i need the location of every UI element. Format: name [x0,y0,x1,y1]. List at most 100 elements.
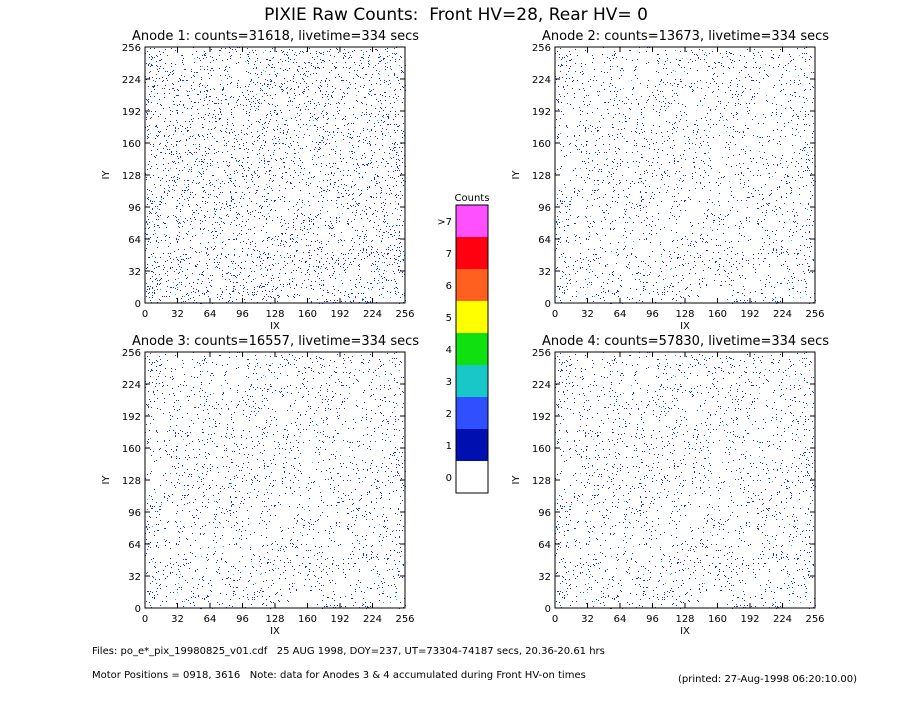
y-tick-label: 96 [538,508,551,519]
x-tick-label: 192 [330,614,349,625]
colorbar-label: 6 [446,281,452,292]
colorbar-label: 2 [446,409,452,420]
x-tick-label: 64 [204,309,217,320]
footer-line: (printed: 27-Aug-1998 06:20:10.00) [678,674,857,685]
x-tick-label: 224 [773,309,792,320]
colorbar-label: 4 [446,345,452,356]
x-tick-label: 128 [675,614,694,625]
x-tick-label: 128 [265,614,284,625]
colorbar-label: >7 [437,217,452,228]
count-texture [555,352,816,609]
x-axis-label: IX [270,321,280,332]
y-tick-label: 256 [122,43,141,54]
y-tick-label: 32 [128,267,141,278]
x-tick-label: 0 [142,614,148,625]
y-tick-label: 0 [545,299,551,310]
y-tick-label: 160 [532,139,551,150]
y-tick-label: 128 [532,171,551,182]
x-tick-label: 160 [708,614,727,625]
y-axis-label: IY [511,475,522,485]
y-tick-label: 64 [538,540,551,551]
x-tick-label: 256 [805,309,824,320]
colorbar-swatch [456,237,488,269]
count-texture [145,352,406,609]
y-tick-label: 256 [532,348,551,359]
count-texture [145,47,406,304]
x-tick-label: 64 [204,614,217,625]
colorbar-label: 7 [446,249,452,260]
y-tick-label: 224 [532,75,551,86]
x-tick-label: 160 [298,309,317,320]
x-tick-label: 96 [236,309,249,320]
colorbar-title: Counts [455,193,490,204]
y-tick-label: 224 [122,75,141,86]
y-tick-label: 96 [538,203,551,214]
colorbar-label: 1 [446,441,452,452]
y-axis-label: IY [101,475,112,485]
x-axis-label: IX [680,321,690,332]
colorbar-label: 3 [446,377,452,388]
x-tick-label: 192 [740,614,759,625]
x-axis-label: IX [680,626,690,637]
x-tick-label: 224 [363,614,382,625]
y-tick-label: 32 [538,267,551,278]
panel-title: Anode 1: counts=31618, livetime=334 secs [132,29,419,44]
x-tick-label: 0 [552,309,558,320]
y-tick-label: 160 [122,444,141,455]
panel-title: Anode 2: counts=13673, livetime=334 secs [542,29,829,44]
x-tick-label: 256 [395,614,414,625]
colorbar-swatch [456,301,488,333]
x-tick-label: 64 [614,309,627,320]
count-texture [555,47,816,304]
x-tick-label: 224 [363,309,382,320]
x-tick-label: 256 [395,309,414,320]
x-tick-label: 96 [646,309,659,320]
y-tick-label: 32 [538,572,551,583]
x-tick-label: 0 [142,309,148,320]
y-tick-label: 128 [532,476,551,487]
y-tick-label: 256 [122,348,141,359]
y-tick-label: 192 [122,412,141,423]
x-tick-label: 128 [265,309,284,320]
x-axis-label: IX [270,626,280,637]
y-tick-label: 0 [135,604,141,615]
y-tick-label: 256 [532,43,551,54]
y-tick-label: 192 [532,107,551,118]
colorbar-swatch [456,365,488,397]
panel-title: Anode 4: counts=57830, livetime=334 secs [542,334,829,349]
x-tick-label: 32 [171,614,184,625]
y-tick-label: 96 [128,203,141,214]
y-axis-label: IY [101,170,112,180]
y-tick-label: 64 [128,540,141,551]
y-tick-label: 128 [122,171,141,182]
panel-title: Anode 3: counts=16557, livetime=334 secs [132,334,419,349]
x-tick-label: 192 [740,309,759,320]
colorbar-label: 0 [446,473,452,484]
y-tick-label: 64 [538,235,551,246]
x-tick-label: 160 [298,614,317,625]
x-tick-label: 224 [773,614,792,625]
y-tick-label: 192 [122,107,141,118]
y-tick-label: 0 [135,299,141,310]
x-tick-label: 160 [708,309,727,320]
colorbar-swatch [456,429,488,461]
footer-line: Files: po_e*_pix_19980825_v01.cdf 25 AUG… [92,646,605,657]
y-tick-label: 96 [128,508,141,519]
colorbar-swatch [456,269,488,301]
colorbar-frame [455,204,489,494]
footer-line: Motor Positions = 0918, 3616 Note: data … [92,670,586,681]
x-tick-label: 96 [236,614,249,625]
x-tick-label: 32 [581,614,594,625]
y-tick-label: 224 [122,380,141,391]
y-tick-label: 128 [122,476,141,487]
x-tick-label: 192 [330,309,349,320]
y-tick-label: 224 [532,380,551,391]
colorbar-swatch [456,397,488,429]
y-axis-label: IY [511,170,522,180]
y-tick-label: 0 [545,604,551,615]
x-tick-label: 32 [171,309,184,320]
y-tick-label: 160 [532,444,551,455]
y-tick-label: 160 [122,139,141,150]
page-title: PIXIE Raw Counts: Front HV=28, Rear HV= … [264,5,648,25]
